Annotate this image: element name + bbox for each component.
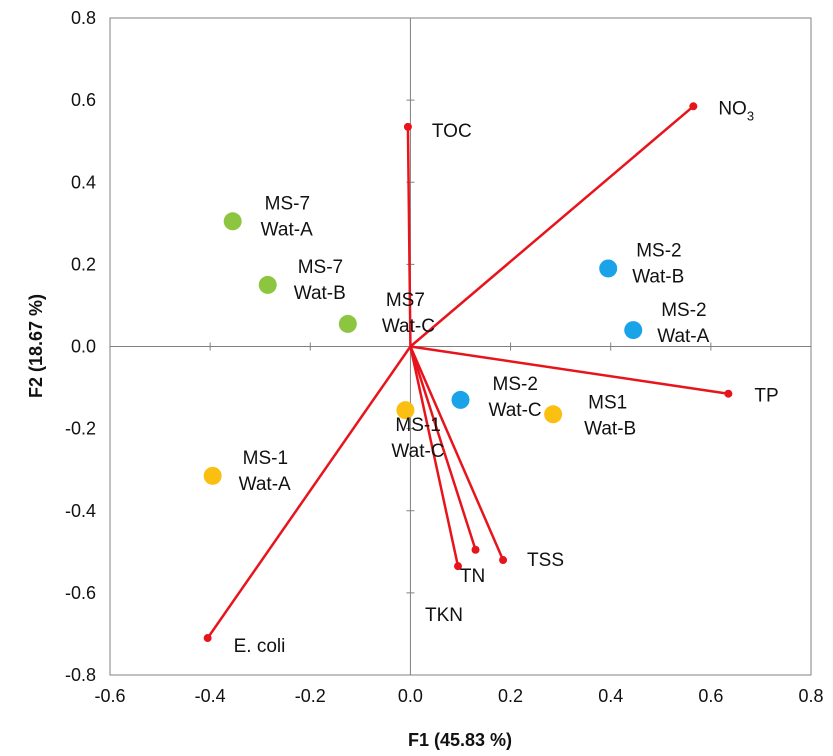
vector-label-tn: TN (460, 566, 485, 587)
vector-label-tkn: TKN (425, 605, 463, 626)
point-label-site: MS1 (588, 392, 627, 413)
vector-tip-ecoli (203, 634, 212, 643)
x-tick-label: -0.4 (195, 686, 226, 706)
vector-tip-toc (403, 122, 412, 131)
vector-line-tss (409, 346, 505, 561)
point-ms-2-wat-c (451, 390, 470, 409)
vector-label-ecoli: E. coli (234, 636, 286, 657)
point-ms-7-wat-a (223, 212, 242, 231)
x-tick-label: 0.2 (498, 686, 523, 706)
point-label-water: Wat-B (294, 283, 346, 304)
point-label-site: MS7 (386, 290, 425, 311)
point-label-water: Wat-B (632, 266, 684, 287)
y-tick-label: -0.8 (65, 665, 96, 685)
point-label-water: Wat-B (584, 418, 636, 439)
x-tick-label: 0.8 (798, 686, 823, 706)
point-ms-1-wat-a (203, 466, 222, 485)
loading-vectors (203, 102, 733, 643)
point-ms-1-wat-c (396, 401, 415, 420)
vector-tip-tp (724, 389, 733, 398)
point-label-site: MS-2 (661, 300, 706, 321)
y-tick-label: -0.2 (65, 419, 96, 439)
point-label-water: Wat-A (239, 474, 291, 495)
point-label-water: Wat-C (391, 441, 444, 462)
y-axis-title: F2 (18.67 %) (26, 294, 46, 398)
point-label-site: MS-7 (298, 257, 343, 278)
point-ms-2-wat-a (624, 321, 643, 340)
vector-tip-no3 (689, 102, 698, 111)
point-label-site: MS-1 (395, 415, 440, 436)
y-tick-label: 0.4 (71, 172, 96, 192)
vector-line-no3 (409, 105, 695, 348)
vector-line-toc (406, 126, 412, 347)
x-tick-label: 0.0 (398, 686, 423, 706)
point-label-water: Wat-C (489, 400, 542, 421)
vector-tip-tn (471, 545, 480, 554)
point-label-site: MS-2 (636, 240, 681, 261)
y-tick-label: -0.6 (65, 583, 96, 603)
vector-line-ecoli (206, 345, 412, 639)
vector-label-tp: TP (754, 386, 778, 407)
point-ms1-wat-b (544, 405, 563, 424)
observation-points (203, 212, 643, 485)
y-tick-label: 0.6 (71, 90, 96, 110)
point-ms-7-wat-b (258, 275, 277, 294)
point-label-site: MS-7 (265, 193, 310, 214)
y-tick-label: 0.2 (71, 254, 96, 274)
point-label-water: Wat-A (657, 326, 709, 347)
y-tick-label: -0.4 (65, 501, 96, 521)
point-label-water: Wat-A (261, 219, 313, 240)
vector-tip-tkn (453, 562, 462, 571)
x-tick-label: 0.6 (698, 686, 723, 706)
vector-label-tss: TSS (527, 550, 564, 571)
vector-line-tp (410, 345, 729, 395)
vector-tip-tss (499, 556, 508, 565)
x-tick-label: -0.6 (94, 686, 125, 706)
x-tick-label: 0.4 (598, 686, 623, 706)
point-ms-2-wat-b (599, 259, 618, 278)
vector-line-tn (409, 346, 477, 551)
axis-ticks: -0.6 -0.4 -0.2 0.0 0.2 0.4 0.6 0.8-0.8-0.6-0.4-… (65, 8, 824, 706)
point-labels: MS-7 Wat-A MS-7 Wat-B MS7 Wat-C MS-2 Wat-B MS-2 W… (239, 193, 710, 495)
x-axis-title: F1 (45.83 %) (408, 730, 512, 750)
y-tick-label: 0.8 (71, 8, 96, 28)
point-label-site: MS-1 (243, 448, 288, 469)
vector-line-tkn (409, 346, 460, 567)
point-label-water: Wat-C (382, 316, 435, 337)
y-tick-label: 0.0 (71, 337, 96, 357)
point-ms7-wat-c (338, 314, 357, 333)
point-label-site: MS-2 (493, 374, 538, 395)
x-tick-label: -0.2 (295, 686, 326, 706)
vector-label-toc: TOC (432, 121, 472, 142)
